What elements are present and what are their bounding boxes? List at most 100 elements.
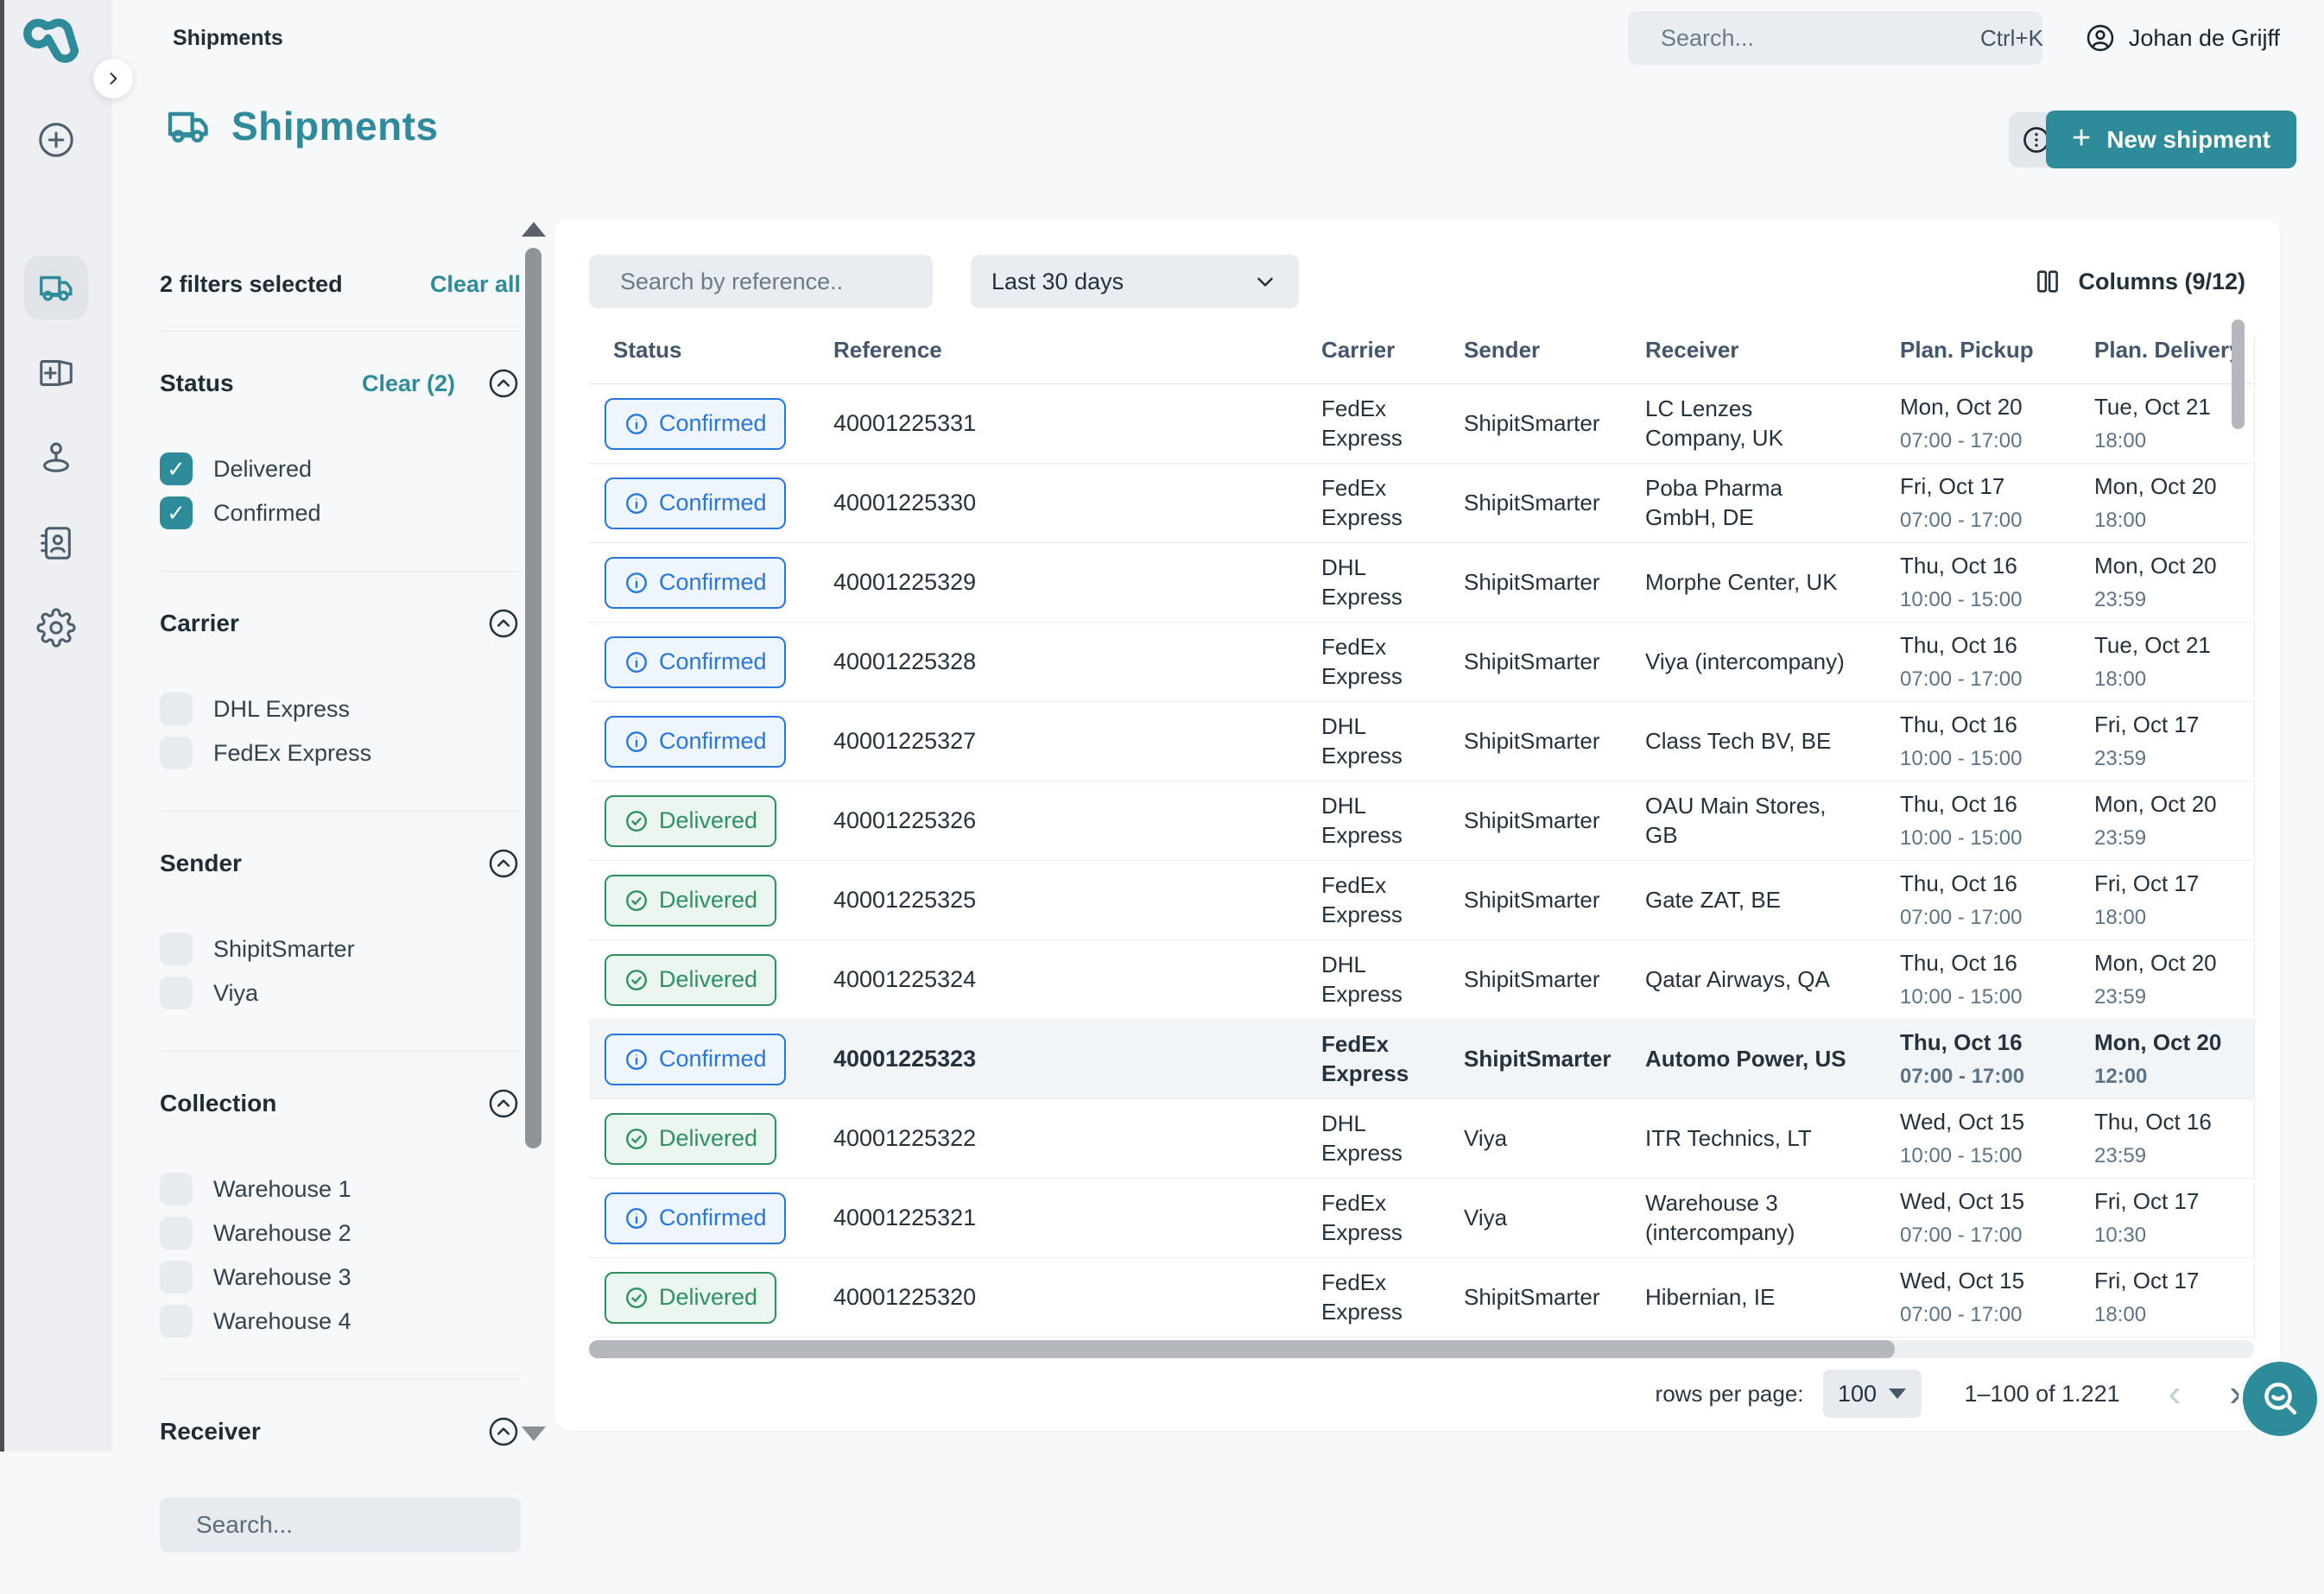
sidebar-collapse-button[interactable]	[93, 59, 133, 98]
collapse-section-button[interactable]	[486, 846, 521, 881]
reference-search-input[interactable]	[620, 268, 926, 295]
table-row[interactable]: Confirmed 40001225321 FedEx Express Viya…	[589, 1179, 2254, 1258]
select-arrow-icon	[1889, 1388, 1907, 1399]
sender-cell: Viya	[1464, 1124, 1508, 1151]
status-label: Delivered	[659, 806, 758, 833]
table-row[interactable]: Confirmed 40001225327 DHL Express Shipit…	[589, 702, 2254, 781]
floating-search-button[interactable]	[2239, 1357, 2321, 1440]
filter-option[interactable]: Viya	[160, 977, 521, 1009]
column-header-plan-delivery[interactable]: Plan. Delivery	[2094, 337, 2242, 363]
collapse-section-button[interactable]	[486, 1414, 521, 1449]
global-search[interactable]: Ctrl+K	[1628, 11, 2043, 65]
filter-option[interactable]: Warehouse 1	[160, 1173, 521, 1205]
sidebar-item-locations[interactable]	[36, 438, 76, 478]
brand-logo-icon	[23, 18, 79, 63]
filter-option[interactable]: Confirmed	[160, 497, 521, 529]
checkbox[interactable]	[160, 1173, 193, 1205]
filter-option[interactable]: Delivered	[160, 452, 521, 485]
filter-option[interactable]: FedEx Express	[160, 737, 521, 769]
column-header-carrier[interactable]: Carrier	[1321, 337, 1396, 363]
table-row[interactable]: Delivered 40001225326 DHL Express Shipit…	[589, 781, 2254, 861]
checkbox[interactable]	[160, 497, 193, 529]
delivery-cell: Thu, Oct 16 23:59	[2094, 1109, 2212, 1167]
receiver-search[interactable]	[160, 1497, 521, 1553]
rows-per-page-select[interactable]: 100	[1822, 1369, 1922, 1418]
shipments-card: Last 30 days Columns (9/12) Status Refer…	[554, 218, 2280, 1431]
table-row[interactable]: Confirmed 40001225330 FedEx Express Ship…	[589, 464, 2254, 543]
new-shipment-button[interactable]: + New shipment	[2045, 111, 2296, 168]
table-row[interactable]: Delivered 40001225325 FedEx Express Ship…	[589, 861, 2254, 940]
table-row[interactable]: Confirmed 40001225328 FedEx Express Ship…	[589, 623, 2254, 702]
table-row[interactable]: Confirmed 40001225331 FedEx Express Ship…	[589, 384, 2254, 464]
checkbox[interactable]	[160, 933, 193, 965]
table-row[interactable]: Delivered 40001225324 DHL Express Shipit…	[589, 940, 2254, 1020]
chevron-right-icon	[110, 73, 117, 85]
pagination-range: 1–100 of 1.221	[1964, 1380, 2120, 1407]
reference-cell: 40001225325	[833, 886, 977, 913]
status-badge: Delivered	[605, 1271, 777, 1324]
clear-all-link[interactable]: Clear all	[429, 271, 521, 297]
filter-option[interactable]: ShipitSmarter	[160, 933, 521, 965]
table-vertical-scrollbar[interactable]	[2232, 319, 2245, 429]
filter-option[interactable]: Warehouse 3	[160, 1261, 521, 1294]
checkbox[interactable]	[160, 977, 193, 1009]
add-button[interactable]	[36, 120, 76, 160]
column-header-receiver[interactable]: Receiver	[1645, 337, 1739, 363]
reference-search[interactable]	[589, 255, 933, 308]
filters-scrollbar-thumb[interactable]	[525, 248, 541, 1148]
table-row[interactable]: Delivered 40001225320 FedEx Express Ship…	[589, 1258, 2254, 1338]
sidebar-item-shipments[interactable]	[24, 256, 88, 319]
checkbox[interactable]	[160, 693, 193, 725]
sidebar-item-settings[interactable]	[36, 608, 76, 648]
sidebar	[0, 0, 112, 1452]
delivery-cell: Mon, Oct 20 23:59	[2094, 553, 2217, 611]
sidebar-item-contacts[interactable]	[36, 523, 76, 563]
filters-scroll-down-arrow[interactable]	[522, 1426, 546, 1441]
table-right-divider	[2254, 337, 2255, 1338]
table-row[interactable]: Confirmed 40001225323 FedEx Express Ship…	[589, 1020, 2254, 1099]
date-range-select[interactable]: Last 30 days	[971, 255, 1299, 308]
sender-cell: ShipitSmarter	[1464, 1045, 1612, 1072]
breadcrumb: Shipments	[173, 25, 283, 50]
sidebar-item-containers[interactable]	[36, 353, 76, 393]
table-horizontal-scrollbar-thumb[interactable]	[589, 1340, 1895, 1358]
info-icon	[626, 651, 647, 673]
checkbox[interactable]	[160, 737, 193, 769]
checkbox[interactable]	[160, 1217, 193, 1249]
chevron-up-circle-icon	[489, 1089, 518, 1118]
filter-option[interactable]: DHL Express	[160, 693, 521, 725]
checkbox[interactable]	[160, 1305, 193, 1338]
column-header-plan-pickup[interactable]: Plan. Pickup	[1900, 337, 2034, 363]
search-shortcut: Ctrl+K	[1980, 24, 2043, 51]
table-row[interactable]: Confirmed 40001225329 DHL Express Shipit…	[589, 543, 2254, 623]
page-title: Shipments	[231, 104, 439, 149]
check-circle-icon	[626, 810, 647, 832]
pickup-cell: Thu, Oct 16 10:00 - 15:00	[1900, 950, 2023, 1009]
carrier-cell: DHL Express	[1321, 712, 1403, 769]
clear-status-link[interactable]: Clear (2)	[361, 370, 455, 396]
columns-button[interactable]: Columns (9/12)	[2033, 267, 2245, 296]
column-header-status[interactable]: Status	[613, 337, 682, 363]
filters-panel: 2 filters selected Clear all Status Clea…	[160, 259, 521, 1553]
filter-option[interactable]: Warehouse 4	[160, 1305, 521, 1338]
collapse-section-button[interactable]	[486, 366, 521, 401]
previous-page-button[interactable]: ‹	[2168, 1372, 2182, 1414]
collapse-section-button[interactable]	[486, 606, 521, 641]
carrier-cell: DHL Express	[1321, 792, 1403, 848]
truck-icon	[40, 275, 73, 301]
checkbox[interactable]	[160, 1261, 193, 1294]
column-header-reference[interactable]: Reference	[833, 337, 942, 363]
receiver-search-input[interactable]	[196, 1511, 508, 1539]
column-header-sender[interactable]: Sender	[1464, 337, 1541, 363]
filters-scroll-up-arrow[interactable]	[522, 222, 546, 237]
collapse-section-button[interactable]	[486, 1086, 521, 1121]
receiver-cell: Gate ZAT, BE	[1645, 886, 1782, 913]
gear-icon	[36, 608, 76, 648]
user-menu[interactable]: Johan de Grijff	[2085, 0, 2280, 76]
table-horizontal-scrollbar-track[interactable]	[589, 1340, 2254, 1358]
reference-cell: 40001225321	[833, 1204, 977, 1230]
global-search-input[interactable]	[1661, 24, 1966, 52]
filter-option[interactable]: Warehouse 2	[160, 1217, 521, 1249]
table-row[interactable]: Delivered 40001225322 DHL Express Viya I…	[589, 1099, 2254, 1179]
checkbox[interactable]	[160, 452, 193, 485]
